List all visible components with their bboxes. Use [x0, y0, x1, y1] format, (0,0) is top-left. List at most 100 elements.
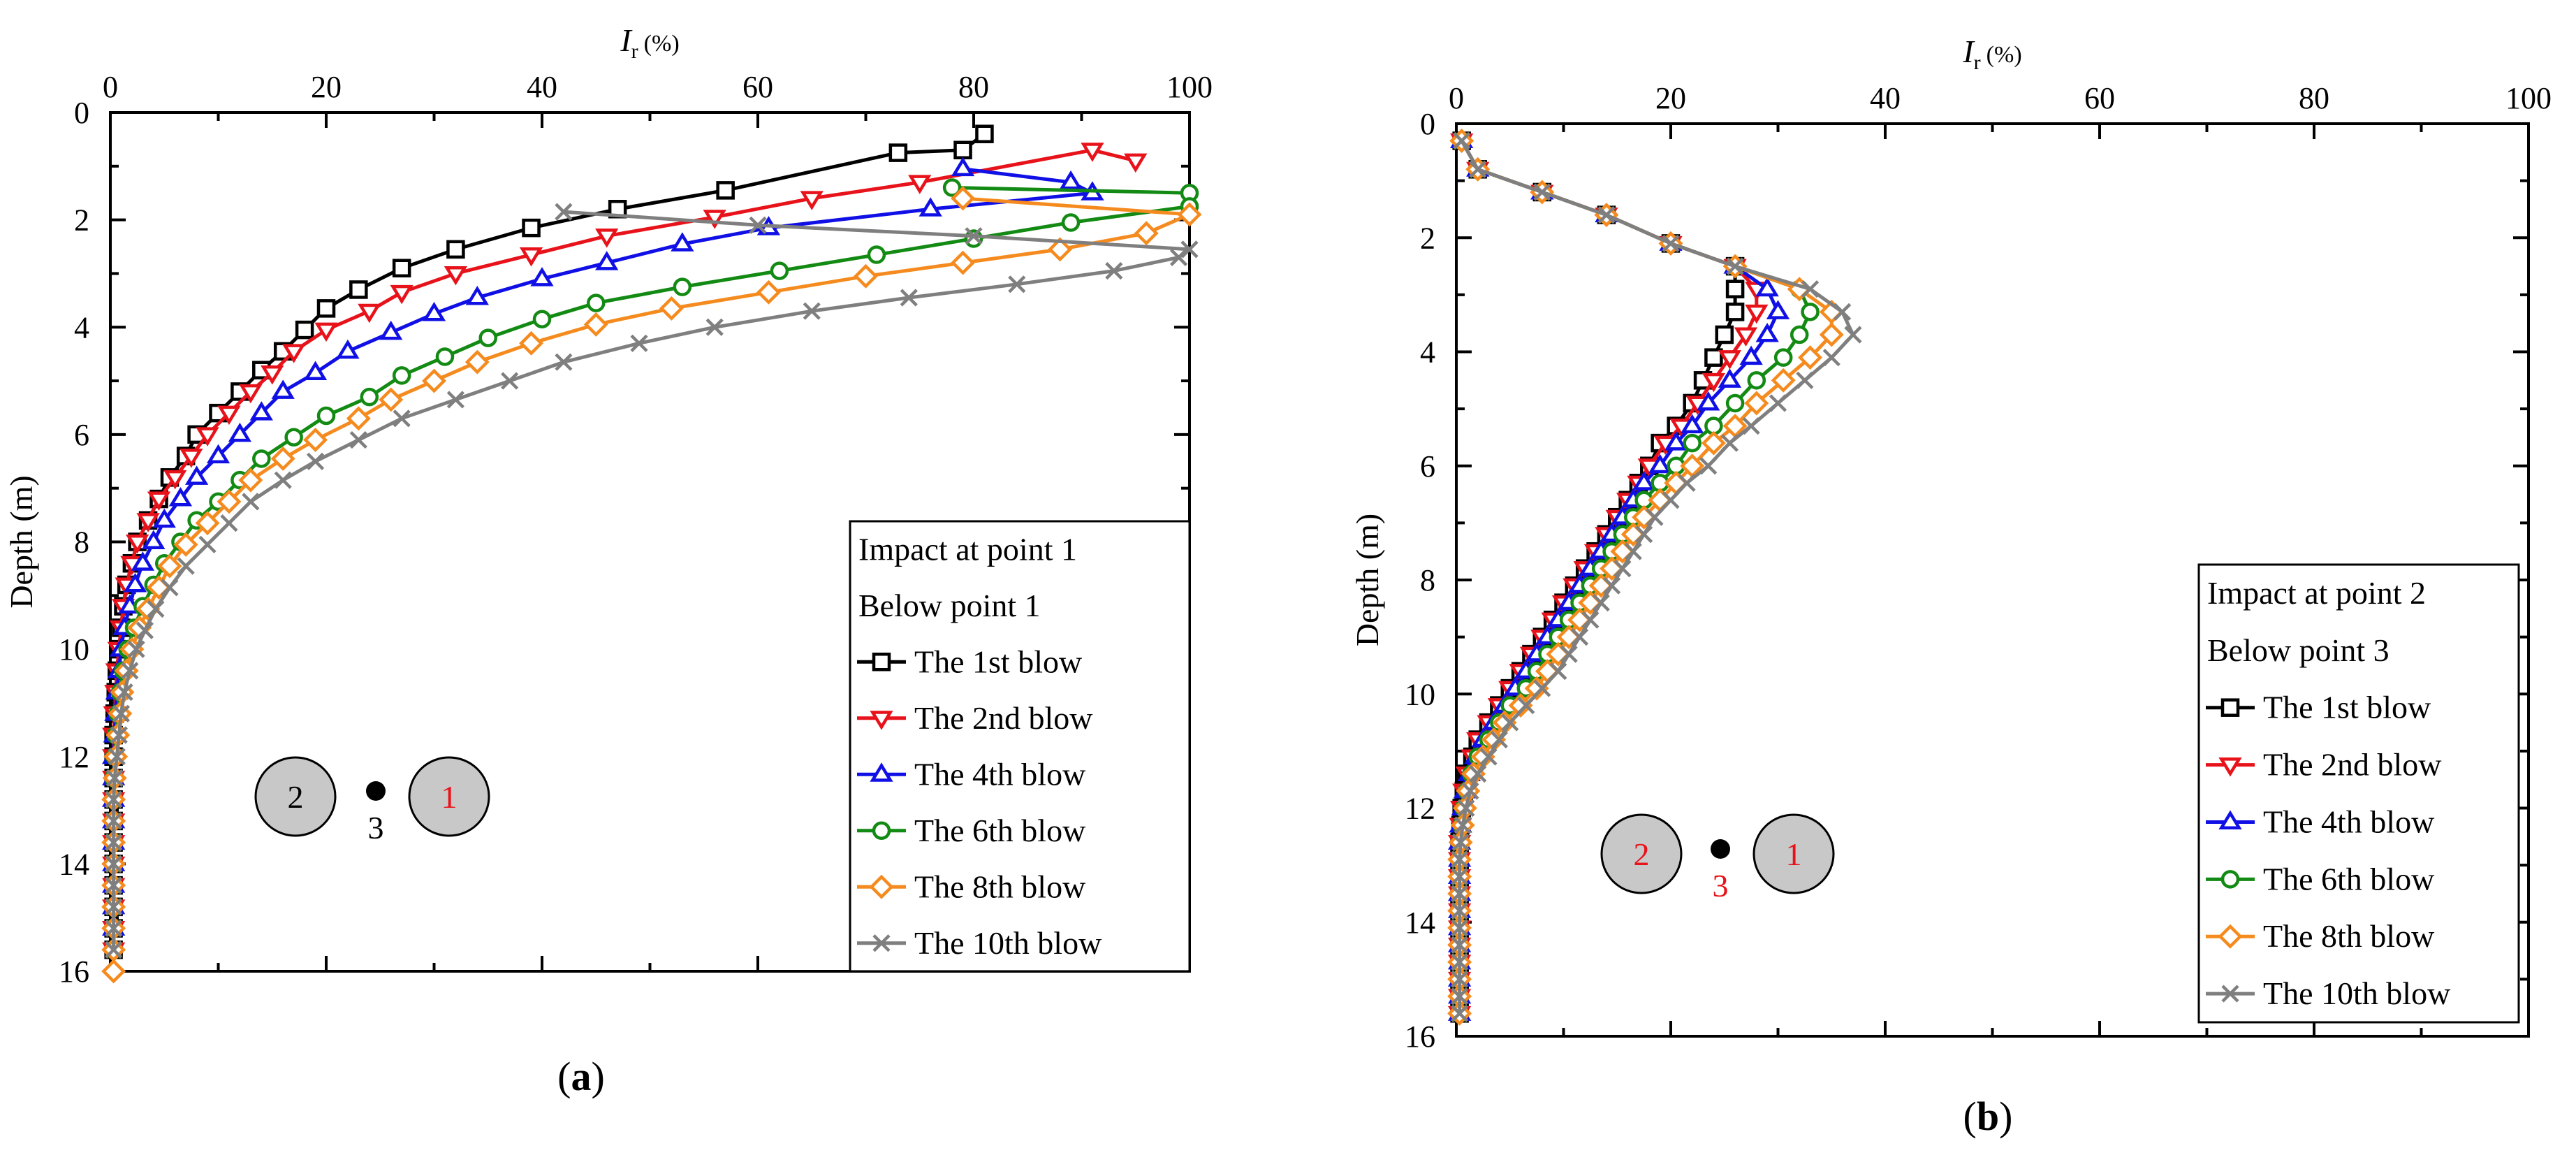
data-point: [198, 535, 217, 553]
panel-label: (b): [1963, 1094, 2013, 1139]
data-point: [444, 266, 468, 286]
data-point: [1570, 628, 1589, 646]
data-point: [1461, 782, 1479, 800]
data-point: [115, 683, 133, 702]
x-tick-label: 100: [1166, 70, 1213, 104]
data-point: [1451, 850, 1469, 869]
data-point: [1560, 645, 1578, 663]
data-point: [900, 289, 918, 307]
data-point: [1648, 453, 1672, 474]
measurement-point-dot: [366, 781, 386, 801]
data-point: [157, 553, 182, 579]
data-point: [1745, 304, 1769, 324]
data-point: [1766, 300, 1790, 319]
data-point: [177, 557, 195, 575]
pile-circle-2: [408, 756, 490, 837]
data-point: [1678, 474, 1696, 492]
data-point: [217, 405, 241, 426]
data-point: [282, 344, 306, 363]
data-point: [1834, 303, 1852, 321]
data-point: [1632, 471, 1656, 491]
legend-entry: The 4th blow: [2263, 804, 2435, 839]
data-point: [1451, 885, 1469, 903]
data-point: [1169, 248, 1188, 266]
data-point: [1725, 303, 1745, 321]
data-point: [1081, 143, 1104, 162]
panel-label-close: ): [592, 1054, 605, 1099]
data-point: [271, 379, 295, 399]
panel-label-letter: a: [571, 1054, 592, 1099]
x-tick-label: 20: [311, 70, 342, 104]
data-point: [1105, 262, 1123, 280]
legend-swatch-marker: [870, 762, 893, 782]
data-point: [180, 449, 203, 468]
data-point: [1798, 345, 1823, 370]
data-point: [1755, 323, 1779, 342]
data-point: [1734, 327, 1758, 347]
x-tick-label: 60: [742, 70, 773, 104]
data-point: [1177, 202, 1202, 227]
panel-label-close: ): [1999, 1094, 2012, 1139]
data-point: [555, 203, 573, 221]
data-point: [392, 366, 411, 385]
legend-heading: Impact at point 1: [858, 531, 1077, 567]
data-point: [1592, 594, 1610, 612]
data-point: [1602, 576, 1621, 595]
data-point: [249, 401, 273, 421]
data-point: [123, 572, 147, 593]
data-point: [349, 280, 368, 299]
y-tick-label: 4: [74, 310, 89, 344]
x-axis-symbol: I: [620, 22, 633, 58]
data-point: [951, 250, 976, 275]
y-tick-label: 4: [1420, 335, 1435, 370]
data-point: [800, 191, 824, 210]
x-axis-title: Ir (%): [1962, 34, 2021, 74]
pile-inset: 2 1 3: [254, 756, 490, 845]
data-point: [1662, 491, 1680, 509]
data-point: [168, 487, 193, 507]
data-point: [673, 277, 692, 296]
data-point: [705, 318, 724, 336]
pile-circle-label: 1: [441, 779, 458, 815]
data-point: [854, 263, 878, 289]
data-point: [105, 898, 123, 916]
data-point: [1646, 508, 1664, 526]
data-point: [1517, 696, 1535, 715]
data-point: [964, 229, 983, 248]
data-point: [749, 216, 767, 234]
measurement-point-label: 3: [368, 810, 384, 845]
data-point: [121, 662, 139, 680]
x-axis-subscript: r: [1974, 51, 1981, 74]
data-point: [1490, 730, 1508, 749]
data-point: [1771, 368, 1796, 393]
data-point: [1801, 303, 1820, 321]
data-point: [1726, 257, 1744, 275]
data-point: [583, 312, 608, 337]
data-point: [530, 267, 554, 286]
data-point: [908, 175, 932, 194]
data-point: [942, 178, 962, 197]
data-point: [105, 941, 123, 959]
data-point: [173, 532, 198, 557]
panel-label-open: (: [557, 1054, 571, 1099]
data-point: [105, 876, 123, 894]
y-tick-label: 12: [59, 740, 89, 774]
x-tick-label: 20: [1655, 81, 1686, 115]
data-point: [1549, 662, 1567, 681]
legend-entry: The 8th blow: [2263, 918, 2435, 954]
data-point: [360, 387, 379, 407]
data-point: [1704, 348, 1723, 367]
data-point: [1819, 322, 1844, 347]
x-axis-unit: (%): [644, 31, 680, 57]
data-point: [1683, 433, 1702, 453]
data-point: [1059, 170, 1083, 190]
data-point: [105, 919, 123, 938]
data-point: [239, 384, 263, 404]
data-point: [217, 489, 242, 514]
legend-swatch-marker: [2218, 757, 2242, 777]
series-6: [1451, 131, 1862, 1022]
data-point: [435, 347, 455, 366]
data-point: [1742, 417, 1760, 435]
x-axis-title: Ir (%): [620, 22, 679, 63]
